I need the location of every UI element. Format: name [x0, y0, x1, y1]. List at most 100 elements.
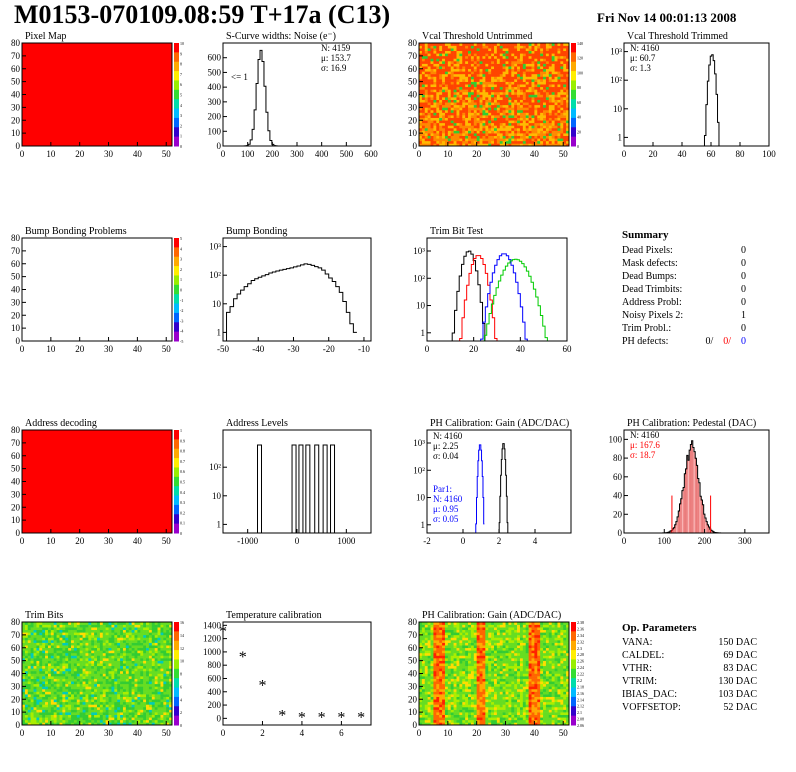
- heatmap-cell: [166, 712, 170, 715]
- heatmap-cell: [508, 109, 512, 113]
- heatmap-cell: [27, 627, 31, 631]
- heatmap-cell: [534, 79, 538, 82]
- heatmap-cell: [24, 640, 29, 643]
- heatmap-cell: [499, 71, 503, 75]
- heatmap-cell: [496, 102, 501, 106]
- heatmap-cell: [479, 84, 483, 88]
- plot-title: Bump Bonding Problems: [25, 226, 127, 237]
- heatmap-cell: [146, 627, 150, 631]
- heatmap-cell: [551, 127, 555, 131]
- heatmap-cell: [94, 699, 98, 703]
- heatmap-cell: [111, 678, 115, 682]
- heatmap-cell: [450, 104, 454, 108]
- heatmap-cell: [557, 138, 561, 142]
- heatmap-cell: [154, 655, 158, 659]
- heatmap-cell: [543, 140, 547, 144]
- heatmap-cell: [537, 79, 541, 82]
- heatmap-cell: [476, 58, 480, 62]
- heatmap-cell: [27, 640, 31, 643]
- heatmap-cell: [433, 712, 437, 715]
- heatmap-cell: [166, 670, 170, 674]
- heatmap-cell: [447, 112, 452, 116]
- heatmap-cell: [494, 99, 498, 103]
- heatmap-cell: [566, 112, 570, 116]
- heatmap-cell: [421, 86, 426, 90]
- heatmap-cell: [470, 107, 475, 111]
- heatmap-cell: [436, 676, 440, 679]
- temperature-point: *: [337, 710, 345, 727]
- heatmap-cell: [33, 719, 37, 723]
- heatmap-cell: [27, 691, 31, 695]
- heatmap-cell: [456, 91, 460, 95]
- heatmap-cell: [502, 76, 506, 80]
- heatmap-cell: [540, 73, 544, 77]
- heatmap-cell: [560, 50, 564, 54]
- heatmap-cell: [53, 642, 57, 646]
- heatmap-cell: [557, 127, 561, 131]
- heatmap-cell: [476, 79, 480, 82]
- heatmap-cell: [105, 642, 109, 646]
- heatmap-cell: [494, 143, 498, 147]
- palette-swatch: [174, 322, 179, 333]
- heatmap-cell: [134, 714, 138, 718]
- heatmap-cell: [479, 50, 483, 54]
- heatmap-cell: [105, 712, 109, 715]
- heatmap-cell: [419, 634, 423, 638]
- heatmap-cell: [421, 701, 426, 705]
- heatmap-cell: [137, 688, 141, 692]
- heatmap-cell: [537, 133, 541, 136]
- palette-label: 0: [180, 723, 182, 728]
- heatmap-cell: [433, 68, 437, 72]
- heatmap-cell: [166, 678, 170, 682]
- heatmap-cell: [33, 676, 37, 679]
- heatmap-cell: [24, 704, 29, 708]
- heatmap-cell: [33, 696, 37, 700]
- heatmap-cell: [94, 663, 98, 667]
- heatmap-cell: [505, 50, 509, 54]
- heatmap-cell: [65, 668, 69, 672]
- heatmap-cell: [442, 73, 446, 77]
- heatmap-cell: [24, 681, 29, 685]
- heatmap-cell: [169, 632, 173, 636]
- heatmap-cell: [94, 640, 98, 643]
- heatmap-cell: [560, 91, 564, 95]
- heatmap-cell: [24, 696, 29, 700]
- heatmap-cell: [485, 138, 489, 142]
- heatmap-cell: [151, 686, 155, 690]
- heatmap-cell: [122, 673, 127, 677]
- heatmap-cell: [436, 94, 440, 98]
- heatmap-cell: [465, 143, 469, 147]
- heatmap-cell: [419, 665, 423, 669]
- heatmap-cell: [421, 115, 426, 118]
- heatmap-cell: [111, 652, 115, 656]
- heatmap-cell: [534, 91, 538, 95]
- heatmap-cell: [53, 640, 57, 643]
- heatmap-cell: [102, 694, 106, 697]
- heatmap-cell: [56, 670, 60, 674]
- heatmap-cell: [45, 719, 49, 723]
- heatmap-cell: [79, 627, 83, 631]
- palette-label: 12: [180, 646, 184, 651]
- heatmap-cell: [53, 665, 57, 669]
- heatmap-cell: [419, 673, 423, 677]
- heatmap-cell: [485, 81, 489, 85]
- heatmap-cell: [82, 678, 86, 682]
- heatmap-cell: [94, 652, 98, 656]
- heatmap-cell: [160, 688, 164, 692]
- heatmap-cell: [537, 130, 541, 134]
- heatmap-cell: [537, 48, 541, 52]
- heatmap-cell: [540, 107, 544, 111]
- heatmap-cell: [534, 58, 538, 62]
- heatmap-cell: [439, 68, 443, 72]
- heatmap-cell: [125, 704, 130, 708]
- heatmap-cell: [128, 624, 132, 628]
- heatmap-cell: [27, 681, 31, 685]
- heatmap-cell: [465, 130, 469, 134]
- heatmap-cell: [140, 634, 144, 638]
- heatmap-cell: [125, 652, 130, 656]
- heatmap-cell: [485, 112, 489, 116]
- heatmap-cell: [476, 122, 480, 126]
- heatmap-cell: [88, 632, 92, 636]
- heatmap-cell: [111, 694, 115, 697]
